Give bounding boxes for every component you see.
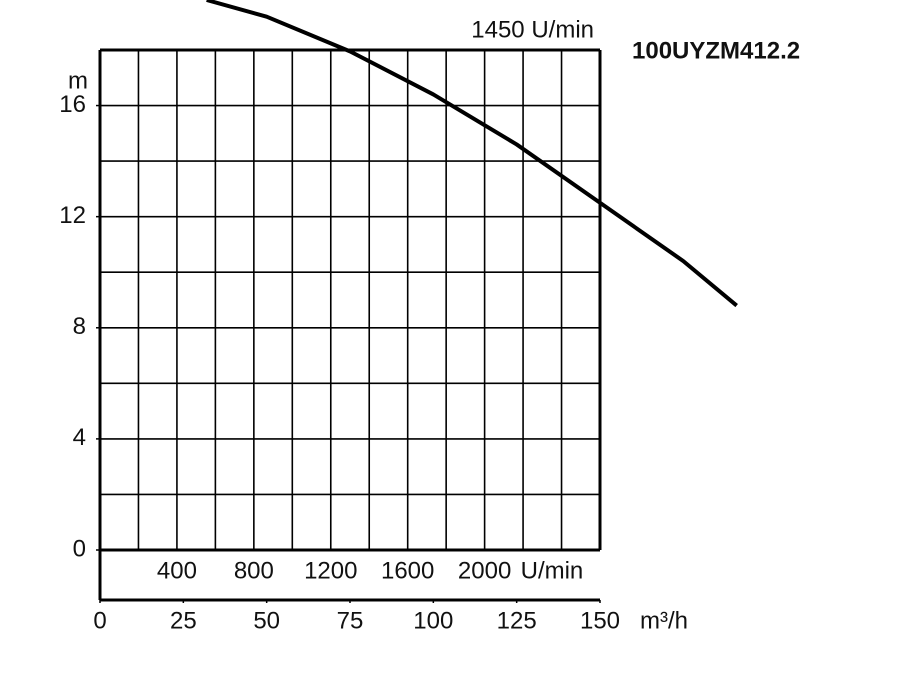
- x2-tick-label: 800: [234, 557, 274, 584]
- x2-tick-label: 1600: [381, 557, 434, 584]
- x-tick-label: 100: [413, 607, 453, 634]
- x-tick-label: 75: [337, 607, 364, 634]
- x2-tick-label: 2000: [458, 557, 511, 584]
- y-tick-label: 0: [73, 535, 86, 562]
- speed-label: 1450 U/min: [471, 16, 594, 43]
- pump-curve: [206, 0, 738, 308]
- chart-title: 100UYZM412.2: [632, 37, 800, 64]
- y-axis-label: m: [68, 67, 88, 94]
- x2-tick-label: 400: [157, 557, 197, 584]
- x-tick-label: 150: [580, 607, 620, 634]
- x-axis-label: m³/h: [640, 607, 688, 634]
- y-tick-label: 8: [73, 313, 86, 340]
- x2-tick-label: 1200: [304, 557, 357, 584]
- x2-axis-label: U/min: [521, 557, 584, 584]
- x-tick-label: 25: [170, 607, 197, 634]
- x-tick-label: 50: [253, 607, 280, 634]
- x-tick-label: 0: [93, 607, 106, 634]
- y-tick-label: 4: [73, 424, 86, 451]
- x-tick-label: 125: [497, 607, 537, 634]
- y-tick-label: 12: [59, 202, 86, 229]
- y-tick-label: 16: [59, 91, 86, 118]
